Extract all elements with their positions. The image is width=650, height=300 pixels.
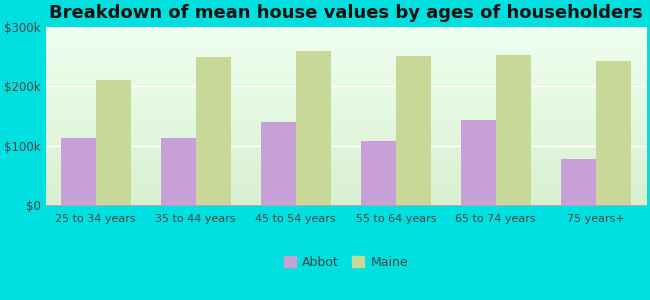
- Bar: [496, 55, 531, 205]
- Bar: [261, 122, 296, 205]
- Bar: [596, 61, 631, 205]
- Title: Breakdown of mean house values by ages of householders: Breakdown of mean house values by ages o…: [49, 4, 643, 22]
- Bar: [60, 138, 96, 205]
- Bar: [361, 141, 396, 205]
- Bar: [161, 138, 196, 205]
- Legend: Abbot, Maine: Abbot, Maine: [279, 251, 413, 274]
- Bar: [296, 52, 331, 205]
- Bar: [561, 159, 596, 205]
- Bar: [461, 120, 496, 205]
- Bar: [96, 80, 131, 205]
- Bar: [396, 56, 431, 205]
- Bar: [196, 58, 231, 205]
